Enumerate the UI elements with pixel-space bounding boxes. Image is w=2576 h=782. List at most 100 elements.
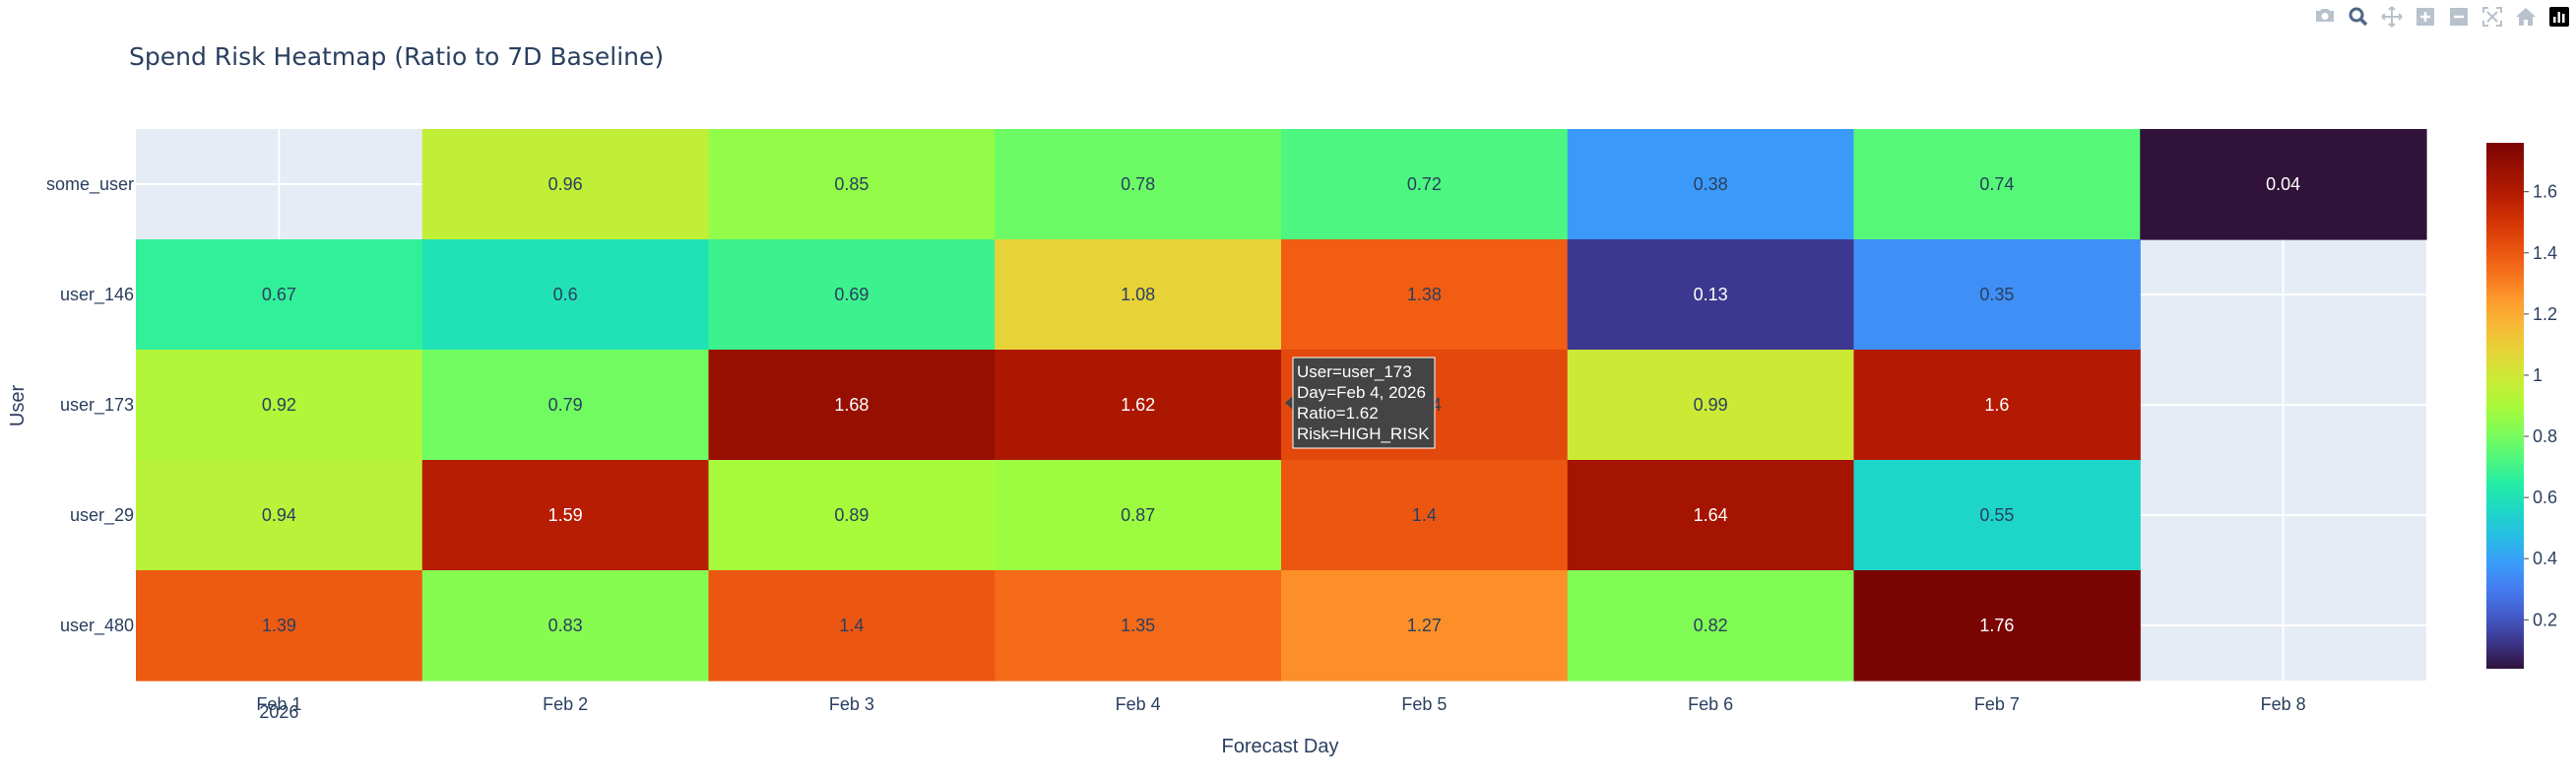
pan-icon[interactable] — [2379, 4, 2405, 30]
zoom-out-icon[interactable] — [2446, 4, 2472, 30]
heatmap-cell[interactable] — [136, 570, 423, 682]
heatmap-cell[interactable] — [136, 350, 423, 461]
hover-tooltip: User=user_173 Day=Feb 4, 2026 Ratio=1.62Ri… — [1285, 357, 1436, 449]
y-axis-title: User — [7, 385, 29, 427]
cell-value-label: 0.35 — [1979, 285, 2014, 304]
heatmap-cells[interactable] — [136, 129, 2427, 682]
cell-value-label: 0.82 — [1694, 616, 1728, 635]
autoscale-icon[interactable] — [2479, 4, 2505, 30]
heatmap-cell[interactable] — [995, 129, 1282, 240]
cell-value-label: 1.08 — [1121, 285, 1155, 304]
colorbar-tick-labels: 0.2 0.4 0.6 0.8 1 1.2 1.4 1.6 — [2524, 182, 2557, 629]
cell-value-label: 1.4 — [839, 616, 864, 635]
heatmap-cell[interactable] — [2140, 129, 2427, 240]
x-tick-label: Feb 1 — [256, 694, 301, 714]
cell-labels: 0.96 0.85 0.78 0.72 0.38 0.74 0.04 0.67 0.6 0.69 1… — [262, 174, 2300, 635]
zoom-icon[interactable] — [2346, 4, 2371, 30]
x-tick-label: Feb 5 — [1401, 694, 1447, 714]
y-tick-label: user_173 — [60, 395, 134, 416]
cell-value-label: 1.62 — [1121, 395, 1155, 415]
heatmap-cell[interactable] — [1281, 239, 1569, 351]
cell-value-label: 1.59 — [548, 505, 583, 525]
y-tick-labels: some_user user_146 user_173 user_29 user_480 — [46, 174, 134, 636]
x-tick-year-label: 2026 — [259, 702, 298, 722]
x-tick-label: Feb 7 — [1974, 694, 2020, 714]
x-axis-title: Forecast Day — [1222, 736, 1339, 757]
cell-value-label: 0.87 — [1121, 505, 1155, 525]
cell-value-label: 0.38 — [1694, 174, 1728, 194]
colorbar-tick-label: 1.6 — [2533, 182, 2557, 202]
x-tick-labels: Feb 1 Feb 2 Feb 3 Feb 4 Feb 5 Feb 6 Feb 7 Feb 8 — [256, 694, 2305, 714]
heatmap-cell[interactable] — [995, 350, 1282, 461]
heatmap-cell[interactable] — [708, 129, 996, 240]
cell-value-label: 0.74 — [1979, 174, 2014, 194]
heatmap-cell[interactable] — [1567, 570, 1855, 682]
heatmap-cell[interactable] — [1853, 350, 2141, 461]
cell-value-label: 0.13 — [1694, 285, 1728, 304]
heatmap-cell[interactable] — [421, 570, 710, 682]
heatmap-cell[interactable] — [708, 460, 996, 571]
colorbar-tick-label: 0.4 — [2533, 549, 2557, 568]
y-tick-label: some_user — [46, 174, 134, 195]
x-tick-label: Feb 8 — [2261, 694, 2306, 714]
heatmap-cell[interactable] — [1567, 460, 1855, 571]
hover-tooltip-line: Risk=HIGH_RISK — [1297, 424, 1430, 443]
colorbar-tick-label: 1.2 — [2533, 304, 2557, 324]
cell-value-label: 0.79 — [548, 395, 583, 415]
camera-icon[interactable] — [2312, 4, 2338, 30]
hover-tooltip-box — [1292, 357, 1436, 449]
plotly-logo-icon[interactable] — [2546, 4, 2572, 30]
cell-value-label: 0.89 — [834, 505, 869, 525]
colorbar-tick-label: 0.2 — [2533, 610, 2557, 629]
heatmap-cell[interactable] — [1281, 460, 1569, 571]
modebar — [2312, 4, 2572, 30]
heatmap-cell[interactable] — [421, 460, 710, 571]
chart-title: Spend Risk Heatmap (Ratio to 7D Baseline… — [129, 42, 664, 71]
reset-axes-icon[interactable] — [2513, 4, 2539, 30]
heatmap-cell[interactable] — [1281, 129, 1569, 240]
x-tick-label: Feb 6 — [1688, 694, 1733, 714]
x-tick-label: Feb 4 — [1116, 694, 1161, 714]
cell-value-label: 0.67 — [262, 285, 296, 304]
heatmap-cell[interactable] — [421, 129, 710, 240]
colorbar-tick-label: 1 — [2533, 365, 2543, 385]
cell-value-label: 0.92 — [262, 395, 296, 415]
colorbar — [2486, 143, 2524, 669]
cell-value-label: 1.64 — [1694, 505, 1728, 525]
heatmap-cell[interactable] — [1567, 239, 1855, 351]
heatmap-cell[interactable] — [708, 570, 996, 682]
colorbar-tick-label: 1.4 — [2533, 243, 2557, 263]
heatmap-cell[interactable] — [708, 350, 996, 461]
heatmap-cell[interactable] — [1567, 129, 1855, 240]
heatmap-cell[interactable] — [1853, 570, 2141, 682]
heatmap-cell[interactable] — [1281, 570, 1569, 682]
heatmap-cell[interactable] — [708, 239, 996, 351]
heatmap-cell[interactable] — [995, 570, 1282, 682]
y-tick-label: user_29 — [70, 505, 134, 526]
heatmap-cell[interactable] — [136, 239, 423, 351]
hover-tooltip-pointer — [1285, 396, 1293, 410]
cell-value-label: 0.83 — [548, 616, 583, 635]
heatmap-cell[interactable] — [1853, 460, 2141, 571]
heatmap-cell[interactable] — [421, 239, 710, 351]
cell-value-label: 0.78 — [1121, 174, 1155, 194]
hover-tooltip-line: Day=Feb 4, 2026 — [1297, 383, 1426, 402]
cell-value-label: 1.6 — [1984, 395, 2009, 415]
cell-value-label: 0.96 — [548, 174, 583, 194]
cell-value-label: 1.76 — [1979, 616, 2014, 635]
heatmap-cell[interactable] — [421, 350, 710, 461]
cell-value-label: 0.94 — [262, 505, 296, 525]
cell-value-label: 1.27 — [1407, 616, 1442, 635]
cell-value-label: 0.04 — [2266, 174, 2300, 194]
heatmap-cell[interactable] — [136, 460, 423, 571]
heatmap-cell[interactable] — [1853, 239, 2141, 351]
heatmap-cell[interactable] — [995, 460, 1282, 571]
cell-value-label: 1.39 — [262, 616, 296, 635]
cell-value-label: 0.99 — [1694, 395, 1728, 415]
heatmap-cell[interactable] — [1853, 129, 2141, 240]
heatmap-cell[interactable] — [995, 239, 1282, 351]
x-tick-label: Feb 3 — [829, 694, 874, 714]
zoom-in-icon[interactable] — [2413, 4, 2438, 30]
heatmap-cell[interactable] — [1567, 350, 1855, 461]
